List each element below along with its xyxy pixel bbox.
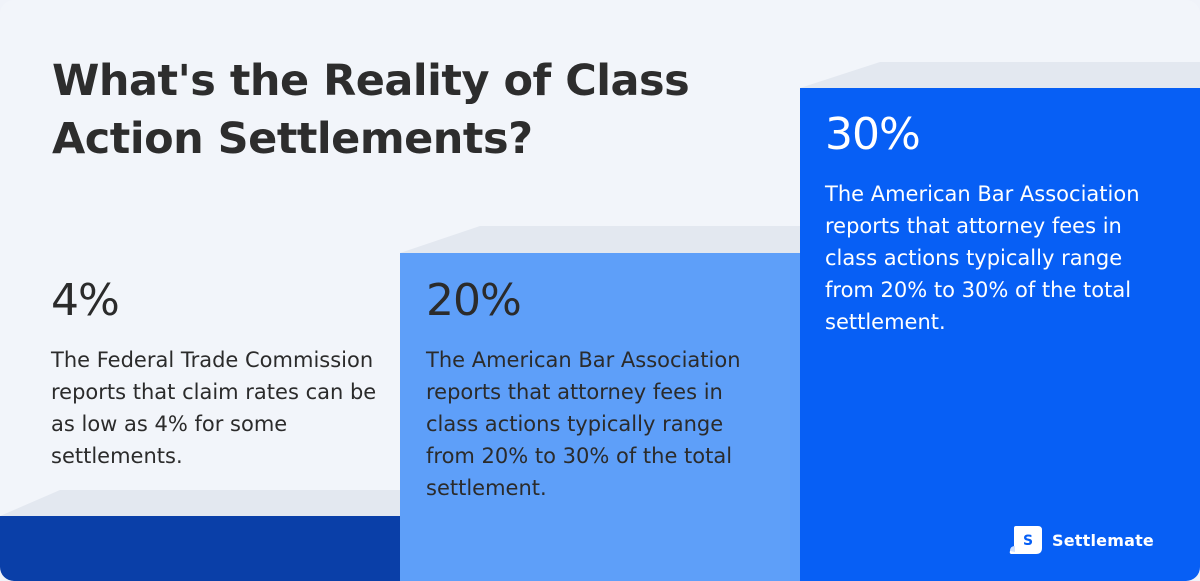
- stat-block-2: 20% The American Bar Association reports…: [426, 276, 776, 504]
- step-2-top-face: [400, 226, 800, 253]
- settlemate-logo-icon: S: [1009, 526, 1042, 554]
- stat-description: The American Bar Association reports tha…: [426, 348, 741, 500]
- step-bar-2: [400, 253, 800, 581]
- step-bar-1: [0, 516, 400, 581]
- stat-value: 30%: [825, 109, 921, 160]
- step-3-top-face: [800, 62, 1200, 88]
- stat-block-1: 4% The Federal Trade Commission reports …: [51, 276, 391, 472]
- step-bar-3: [800, 88, 1200, 581]
- stat-value: 4%: [51, 275, 120, 326]
- brand-logo: S Settlemate: [1008, 524, 1154, 556]
- svg-text:S: S: [1023, 533, 1033, 549]
- page-title: What's the Reality of Class Action Settl…: [52, 56, 690, 164]
- stat-block-3: 30% The American Bar Association reports…: [825, 110, 1175, 338]
- stat-value: 20%: [426, 275, 522, 326]
- brand-name: Settlemate: [1052, 530, 1154, 550]
- stat-description: The Federal Trade Commission reports tha…: [51, 348, 377, 468]
- stat-description: The American Bar Association reports tha…: [825, 182, 1140, 334]
- step-1-top-face: [0, 490, 400, 516]
